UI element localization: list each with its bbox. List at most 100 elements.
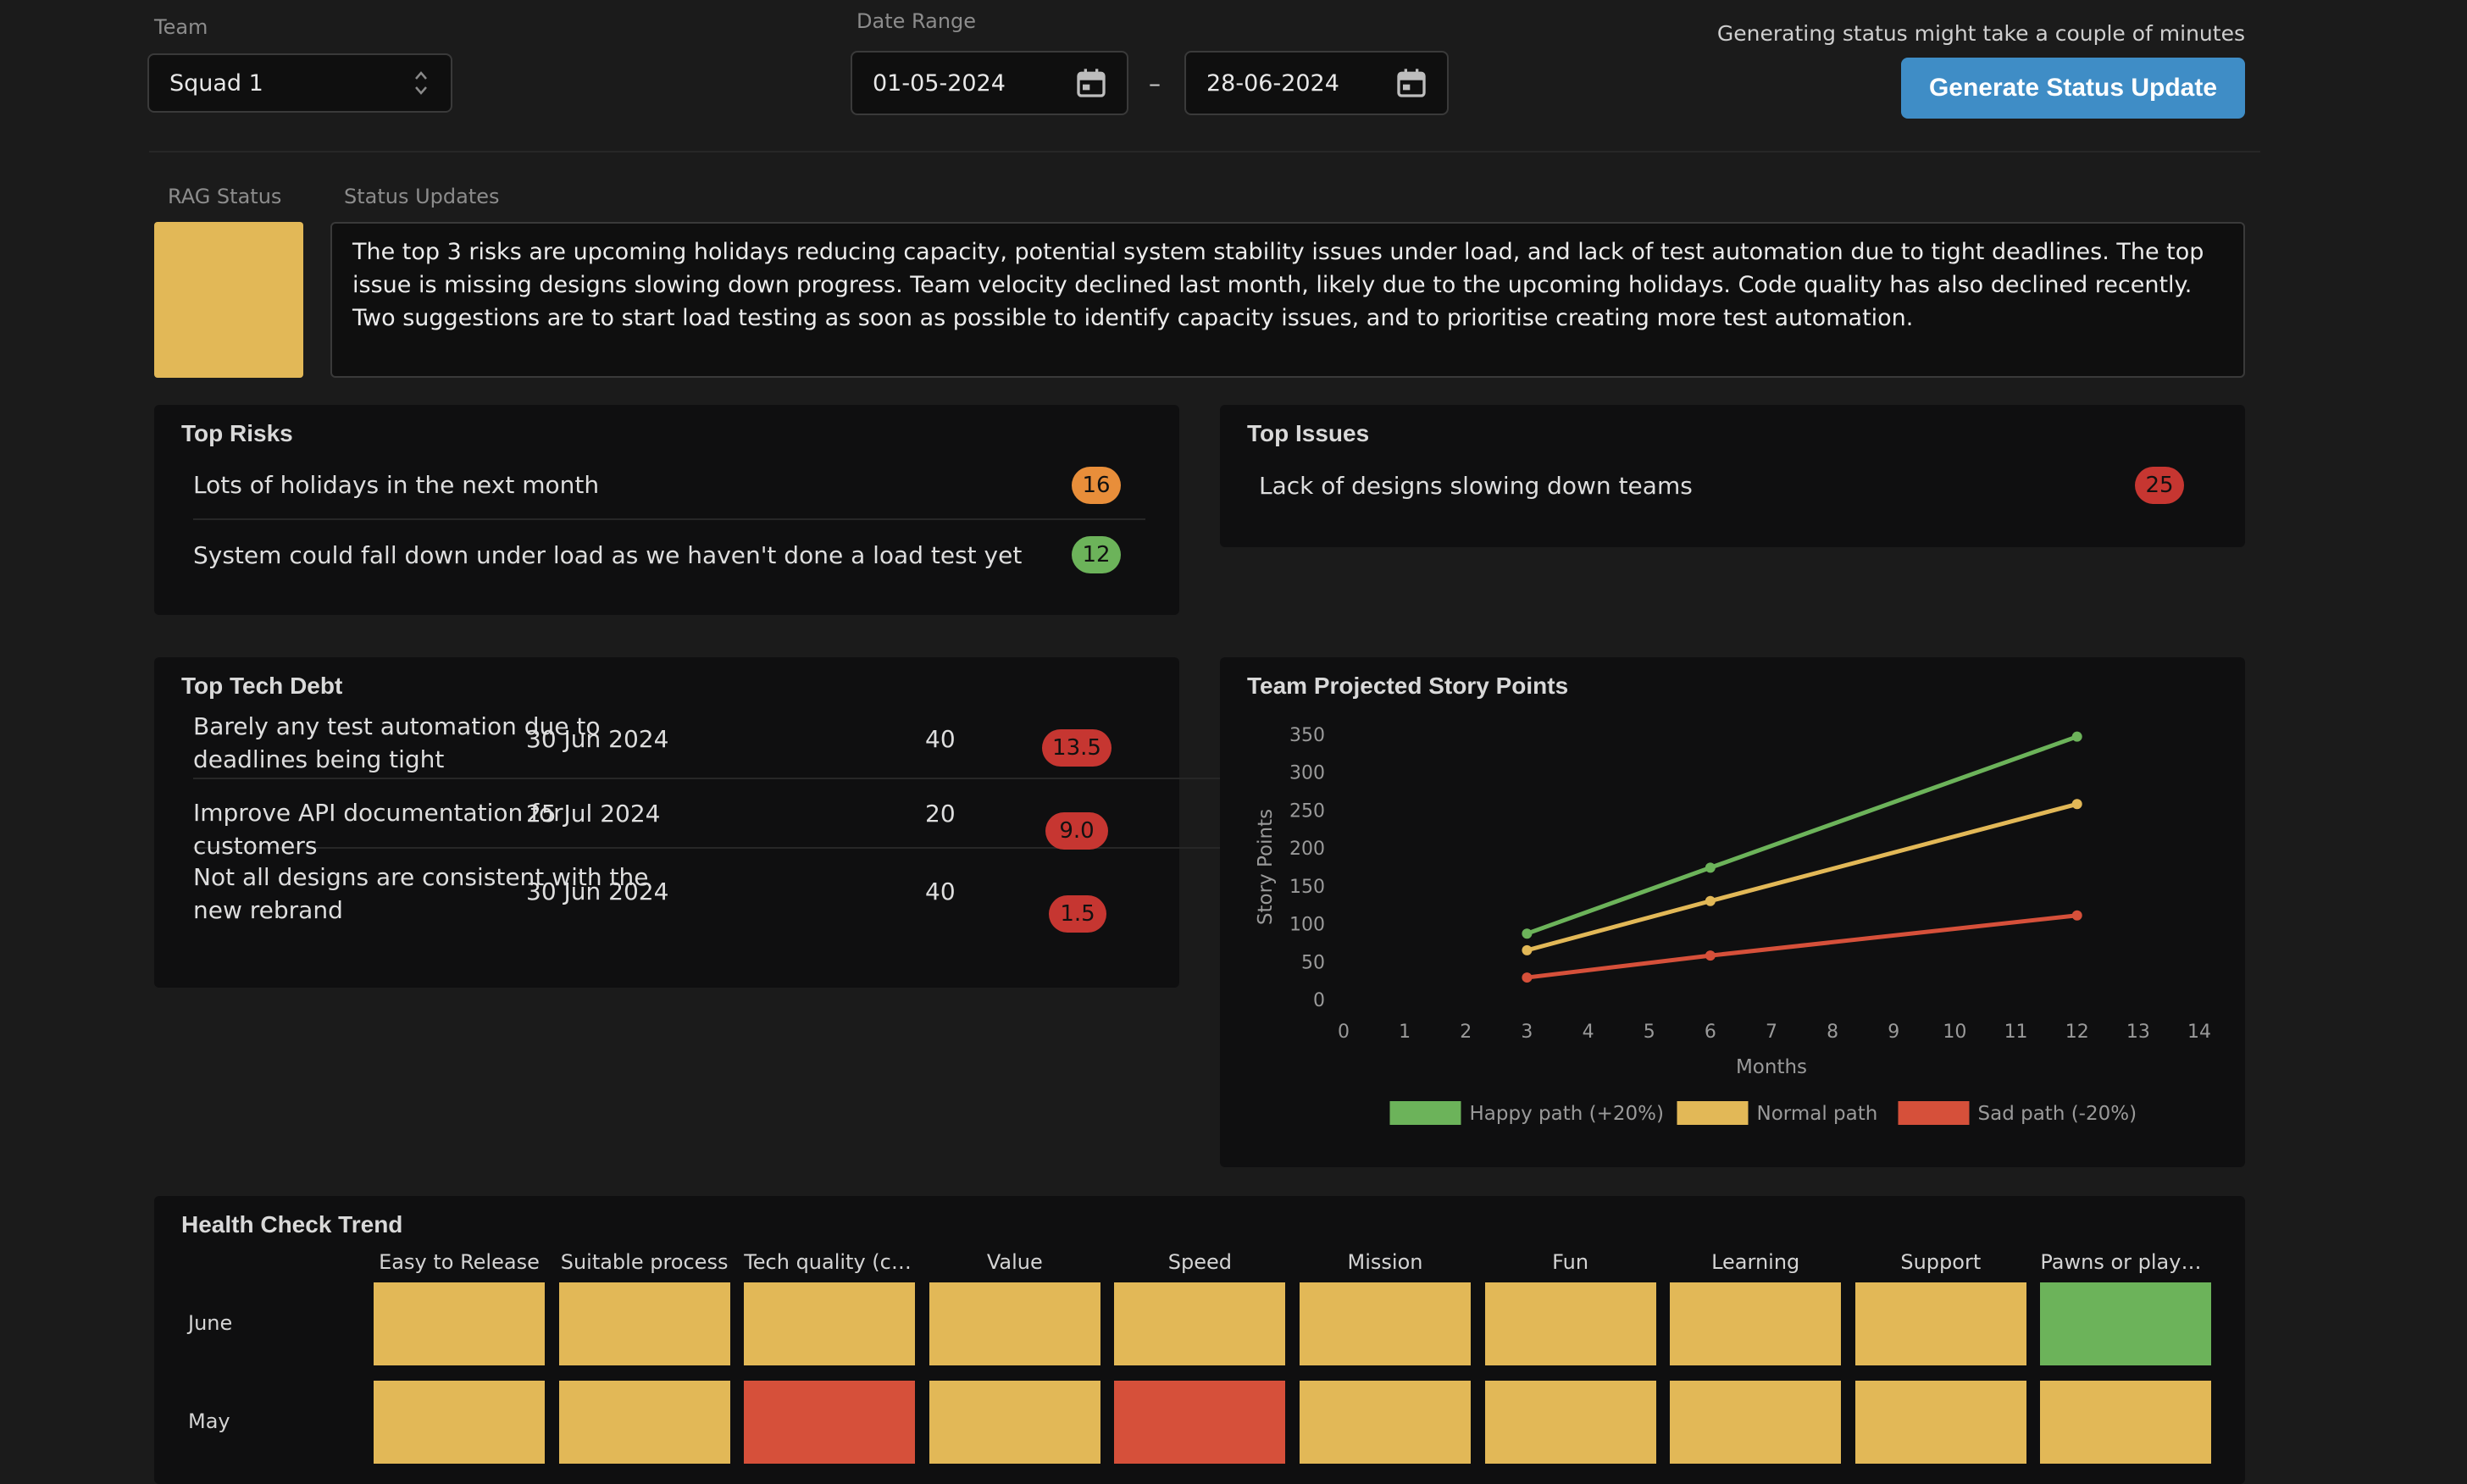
table-row: Not all designs are consistent with the … <box>193 849 1300 933</box>
health-check-cell[interactable] <box>1300 1282 1471 1365</box>
tech-debt-score-badge: 1.5 <box>1049 895 1106 933</box>
date-range-label: Date Range <box>857 9 977 33</box>
health-check-cell[interactable] <box>558 1282 730 1365</box>
top-tech-debt-title: Top Tech Debt <box>181 673 343 699</box>
health-check-cell[interactable] <box>744 1282 916 1365</box>
x-tick-label: 9 <box>1888 1022 1899 1043</box>
tech-debt-date: 25 Jul 2024 <box>526 800 661 828</box>
risk-score-badge: 12 <box>1072 536 1121 573</box>
tech-debt-points: 40 <box>925 878 956 905</box>
y-tick-label: 350 <box>1289 725 1325 746</box>
top-risks-title: Top Risks <box>181 420 293 446</box>
status-updates-label: Status Updates <box>344 185 500 208</box>
list-item: Lots of holidays in the next month <box>193 451 1145 520</box>
team-select-value: Squad 1 <box>169 69 263 97</box>
x-tick-label: 1 <box>1399 1022 1411 1043</box>
y-tick-label: 150 <box>1289 877 1325 898</box>
x-tick-label: 14 <box>2187 1022 2211 1043</box>
health-check-cell[interactable] <box>2040 1381 2212 1464</box>
data-point <box>2071 731 2082 742</box>
health-check-cell[interactable] <box>1854 1381 2026 1464</box>
x-tick-label: 4 <box>1583 1022 1594 1043</box>
story-points-card: Team Projected Story Points 0 50 100 150 200… <box>1220 657 2245 1167</box>
x-tick-label: 12 <box>2065 1022 2089 1043</box>
health-check-cell[interactable] <box>1854 1282 2026 1365</box>
date-to-input[interactable]: 28-06-2024 <box>1184 51 1449 115</box>
health-check-cell[interactable] <box>374 1282 545 1365</box>
team-select[interactable]: Squad 1 <box>147 53 452 113</box>
series-line <box>1527 913 2077 980</box>
y-tick-label: 0 <box>1313 990 1325 1011</box>
tech-debt-date: 30 Jun 2024 <box>526 878 669 905</box>
health-check-cell[interactable] <box>1300 1381 1471 1464</box>
generate-status-update-button[interactable]: Generate Status Update <box>1901 58 2245 119</box>
x-tick-label: 13 <box>2126 1022 2150 1043</box>
calendar-icon[interactable] <box>1074 66 1108 100</box>
y-axis-label: Story Points <box>1255 809 1277 925</box>
risk-text: Lots of holidays in the next month <box>193 470 600 499</box>
health-check-column-header: Pawns or players <box>2040 1250 2212 1274</box>
risk-text: System could fall down under load as we … <box>193 540 1023 569</box>
data-point <box>1705 895 1716 906</box>
data-point <box>2071 799 2082 810</box>
data-point <box>1522 972 1533 983</box>
rag-status-label: RAG Status <box>168 185 282 208</box>
health-check-cell[interactable] <box>1484 1282 1656 1365</box>
data-point <box>2071 910 2082 921</box>
x-tick-label: 11 <box>2004 1022 2028 1043</box>
health-check-cell[interactable] <box>1114 1381 1286 1464</box>
health-check-column-header: Speed <box>1167 1250 1232 1274</box>
health-check-column-header: Suitable process <box>560 1250 729 1274</box>
y-tick-label: 250 <box>1289 800 1325 822</box>
list-item: System could fall down under load as we … <box>193 520 1145 590</box>
data-point <box>1522 928 1533 939</box>
date-to-value: 28-06-2024 <box>1206 69 1339 97</box>
y-tick-label: 200 <box>1289 839 1325 860</box>
y-tick-label: 50 <box>1301 952 1325 973</box>
y-tick-label: 100 <box>1289 915 1325 936</box>
list-item: Lack of designs slowing down teams <box>1259 451 2211 520</box>
health-check-cell[interactable] <box>929 1282 1100 1365</box>
tech-debt-date: 30 Jun 2024 <box>526 725 669 753</box>
tech-debt-text: Not all designs are consistent with the … <box>193 863 649 924</box>
health-check-cell[interactable] <box>1114 1282 1286 1365</box>
health-check-cell[interactable] <box>1484 1381 1656 1464</box>
health-check-cell[interactable] <box>744 1381 916 1464</box>
select-chevrons-icon <box>415 71 427 95</box>
tech-debt-points: 40 <box>925 725 956 753</box>
health-check-cell[interactable] <box>929 1381 1100 1464</box>
x-tick-label: 8 <box>1827 1022 1838 1043</box>
status-updates-text[interactable]: The top 3 risks are upcoming holidays re… <box>330 222 2245 378</box>
top-issues-title: Top Issues <box>1247 420 1370 446</box>
y-tick-label: 300 <box>1289 763 1325 784</box>
health-check-cell[interactable] <box>558 1381 730 1464</box>
series-line <box>1526 734 2078 936</box>
tech-debt-score-badge: 9.0 <box>1045 812 1108 850</box>
date-from-input[interactable]: 01-05-2024 <box>851 51 1128 115</box>
calendar-icon[interactable] <box>1394 66 1428 100</box>
date-separator: – <box>1149 69 1161 97</box>
legend-swatch <box>1389 1101 1461 1125</box>
health-check-cell[interactable] <box>374 1381 545 1464</box>
health-check-row-label: June <box>188 1311 233 1335</box>
x-tick-label: 5 <box>1644 1022 1655 1043</box>
health-check-column-header: Tech quality (co... <box>744 1250 916 1274</box>
health-check-column-header: Easy to Release <box>379 1250 540 1274</box>
top-risks-card: Top Risks Lots of holidays in the next m… <box>154 405 1179 615</box>
data-point <box>1705 862 1716 873</box>
table-row: Improve API documentation for customers … <box>193 779 1300 860</box>
top-tech-debt-card: Top Tech Debt Barely any test automation… <box>154 657 1300 988</box>
health-check-column-header: Value <box>986 1250 1043 1274</box>
health-check-cell[interactable] <box>1670 1381 1842 1464</box>
legend-swatch <box>1677 1101 1749 1125</box>
team-label: Team <box>154 15 208 39</box>
health-check-cell[interactable] <box>1670 1282 1842 1365</box>
generating-note: Generating status might take a couple of… <box>1716 21 2245 46</box>
health-check-cell[interactable] <box>2040 1282 2212 1365</box>
tech-debt-text: Barely any test automation due to deadli… <box>193 712 601 773</box>
rag-status-indicator <box>154 222 303 378</box>
series-line <box>1526 801 2078 953</box>
x-tick-label: 0 <box>1338 1022 1350 1043</box>
health-check-column-header: Mission <box>1347 1250 1423 1274</box>
